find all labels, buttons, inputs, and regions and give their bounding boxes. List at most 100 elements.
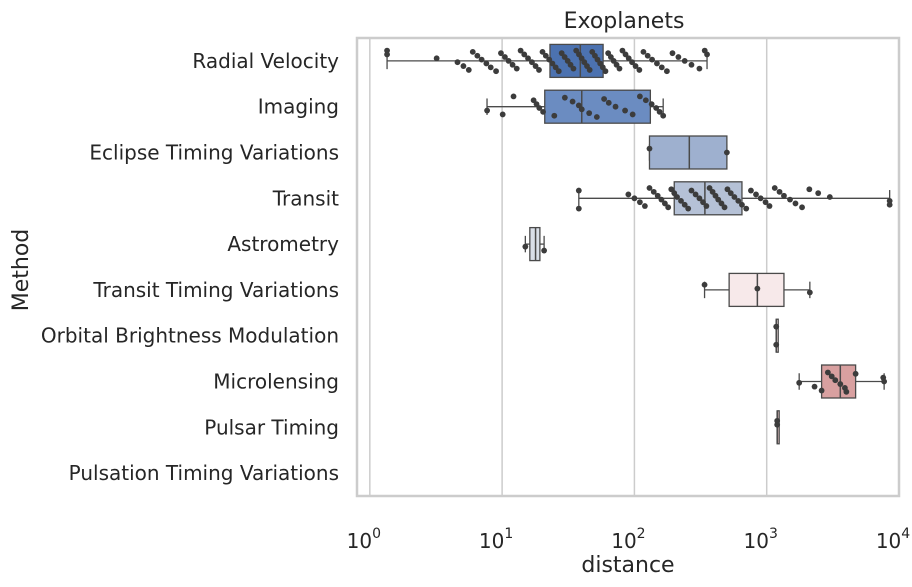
x-tick-label: 100 (347, 526, 381, 553)
category-label: Pulsar Timing (204, 415, 339, 439)
data-point (766, 203, 773, 209)
data-point (569, 98, 576, 105)
data-point (781, 192, 787, 199)
data-point (792, 200, 799, 207)
plot-frame (355, 36, 901, 498)
data-point (881, 378, 888, 385)
data-point (654, 192, 661, 199)
data-point (771, 185, 778, 191)
data-point (649, 56, 655, 63)
data-point (493, 68, 499, 75)
data-point (539, 48, 546, 55)
data-point (696, 195, 703, 202)
data-point (636, 67, 643, 73)
data-point (754, 285, 761, 292)
data-point (602, 68, 609, 75)
data-point (739, 201, 745, 208)
data-point (536, 105, 543, 111)
data-point (575, 187, 582, 194)
data-point (648, 101, 655, 108)
data-point (536, 67, 542, 73)
data-point (656, 108, 663, 115)
x-tick-exponent: 3 (769, 526, 778, 542)
x-tick-labels: 100 101 102 103 104 (347, 526, 911, 553)
data-point (721, 204, 728, 211)
y-tick-labels: Radial Velocity Imaging Eclipse Timing Var… (41, 49, 339, 485)
data-point (731, 194, 738, 200)
data-point (701, 281, 708, 288)
data-point (487, 64, 494, 71)
data-point (665, 204, 672, 211)
x-tick-base: 10 (876, 529, 901, 553)
data-point (549, 60, 556, 67)
category-label: Pulsation Timing Variations (69, 461, 339, 485)
data-point (641, 203, 648, 209)
data-point (886, 201, 893, 208)
data-point (852, 370, 859, 377)
box-2 (648, 135, 728, 170)
data-point (774, 421, 781, 428)
x-tick-base: 10 (744, 529, 769, 553)
data-point (703, 203, 710, 209)
data-point (688, 187, 695, 194)
data-point (612, 103, 619, 110)
x-tick-exponent: 2 (637, 526, 646, 542)
data-point (685, 205, 692, 212)
data-point (723, 149, 730, 156)
data-point (811, 383, 818, 390)
data-point (661, 200, 668, 207)
data-point (663, 68, 670, 75)
y-axis-label: Method (9, 229, 34, 312)
data-point (629, 111, 636, 118)
data-point (658, 196, 665, 203)
x-tick-base: 10 (611, 529, 636, 553)
data-point (675, 54, 682, 60)
data-point (521, 51, 528, 58)
data-point (593, 114, 600, 120)
data-point (704, 51, 710, 58)
data-point (787, 196, 793, 203)
data-point (509, 61, 516, 68)
data-point (658, 64, 665, 71)
data-point (499, 111, 506, 118)
data-point (724, 186, 731, 193)
data-point (384, 51, 390, 58)
data-point (632, 63, 639, 69)
x-tick-exponent: 1 (504, 526, 513, 542)
data-point (735, 197, 742, 204)
data-point (622, 107, 628, 114)
data-point (674, 194, 680, 200)
data-point (669, 50, 676, 57)
data-point (546, 56, 553, 63)
data-point (605, 99, 612, 106)
data-point (636, 199, 643, 206)
data-point (465, 67, 472, 73)
data-point (640, 48, 647, 55)
data-point (826, 194, 833, 200)
data-point (522, 243, 529, 250)
data-point (532, 63, 539, 69)
data-point (646, 145, 653, 152)
data-point (748, 187, 754, 194)
data-point (815, 190, 822, 197)
data-point (540, 108, 546, 115)
data-point (806, 289, 813, 296)
data-point (636, 93, 643, 100)
x-tick-label: 104 (876, 526, 910, 553)
x-tick-base: 10 (479, 529, 504, 553)
data-point (552, 64, 559, 71)
data-point (478, 56, 485, 63)
data-point (646, 185, 653, 191)
data-point (529, 59, 535, 66)
data-point (828, 373, 835, 380)
data-point (715, 196, 722, 203)
data-point (555, 68, 562, 75)
data-point (483, 60, 490, 67)
data-point (653, 105, 660, 111)
data-point (586, 67, 593, 73)
data-point (601, 96, 607, 102)
x-axis-label: distance (581, 553, 674, 578)
data-point (631, 195, 638, 202)
data-point (796, 379, 803, 386)
category-label: Radial Velocity (192, 49, 339, 73)
